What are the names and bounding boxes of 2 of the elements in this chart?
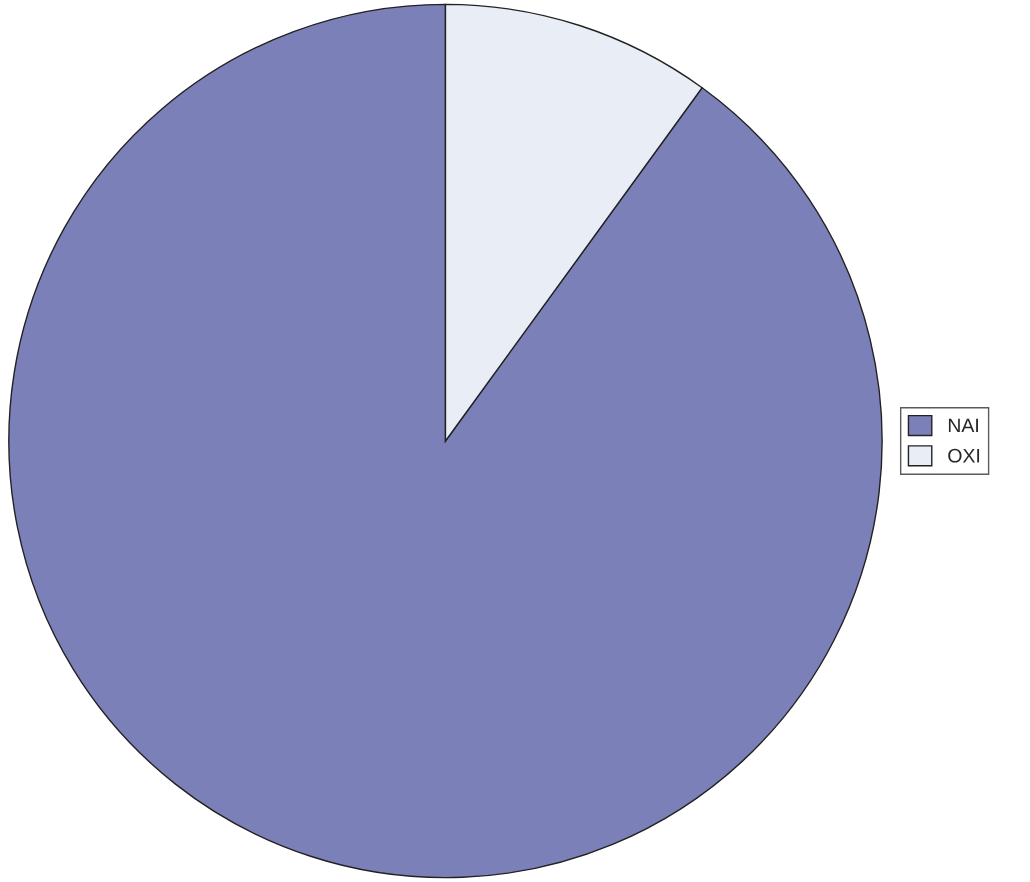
legend-label: OXI xyxy=(948,448,980,463)
legend-label: NAI xyxy=(948,418,978,433)
